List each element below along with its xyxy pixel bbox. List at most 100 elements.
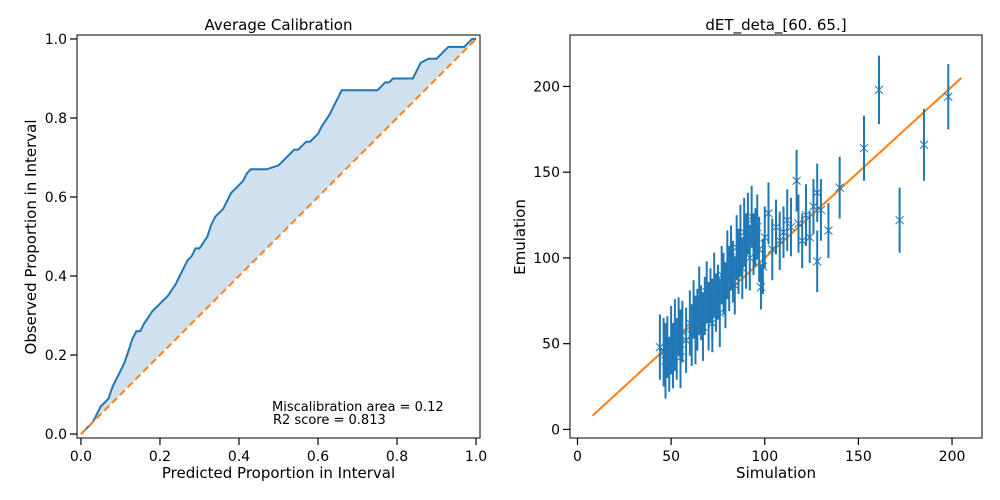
calibration-ylabel: Observed Proportion in Interval (22, 120, 40, 355)
calibration-title: Average Calibration (205, 16, 353, 34)
emulation-ylabel: Emulation (511, 199, 529, 275)
data-point (943, 92, 953, 102)
data-point (895, 215, 904, 225)
data-point (797, 236, 807, 246)
y-tick-label: 1.0 (45, 32, 67, 48)
data-point (786, 222, 796, 232)
x-tick-label: 0.2 (149, 449, 171, 465)
y-tick-label: 0.4 (45, 269, 67, 285)
point-marker-stroke (743, 219, 753, 228)
y-tick-label: 0.2 (45, 348, 67, 364)
calibration-curve (80, 38, 476, 435)
data-point (760, 233, 770, 242)
data-point (782, 215, 792, 225)
point-marker-stroke (707, 318, 717, 328)
data-point (809, 202, 818, 211)
point-marker-stroke (835, 183, 845, 192)
point-marker-stroke (767, 245, 777, 254)
point-marker-stroke (797, 236, 807, 246)
data-point (767, 245, 777, 254)
data-point (812, 257, 822, 266)
data-point (859, 143, 869, 153)
data-point (805, 233, 815, 242)
y-tick-label: 150 (533, 165, 560, 181)
data-point (794, 219, 803, 228)
r2-annotation: R2 score = 0.813 (273, 413, 386, 428)
data-point (754, 245, 764, 254)
x-tick-label: 0 (573, 449, 582, 465)
point-marker-stroke (805, 233, 815, 242)
data-point (730, 281, 740, 290)
point-marker-stroke (812, 188, 822, 198)
point-marker-stroke (895, 215, 904, 225)
data-point (824, 226, 833, 235)
y-tick-label: 0.6 (45, 190, 67, 206)
data-point (779, 227, 788, 237)
data-point (816, 205, 826, 215)
y-tick-label: 0.0 (45, 427, 67, 443)
point-marker-stroke (745, 253, 755, 263)
y-tick-label: 0.8 (45, 111, 67, 127)
point-marker-stroke (655, 342, 665, 352)
point-marker-stroke (919, 140, 929, 150)
calibration-frame (76, 34, 481, 439)
emulation-chart: dET_deta_[60. 65.] Simulation Emulation … (511, 16, 983, 482)
point-marker-stroke (715, 308, 725, 318)
x-tick-label: 50 (662, 449, 680, 465)
point-marker-stroke (801, 210, 811, 220)
emulation-xlabel: Simulation (736, 464, 816, 482)
calibration-xlabel: Predicted Proportion in Interval (162, 464, 395, 482)
data-point (771, 222, 781, 232)
miscalibration-annotation: Miscalibration area = 0.12 (272, 400, 444, 415)
point-marker-stroke (779, 227, 788, 237)
point-marker-stroke (760, 233, 770, 242)
y-tick-label: 50 (542, 337, 560, 353)
data-point (835, 183, 845, 192)
data-point (801, 210, 811, 220)
point-marker-stroke (786, 222, 796, 232)
point-marker-stroke (859, 143, 869, 153)
emulation-frame (569, 34, 983, 439)
data-point (707, 318, 717, 328)
data-point (678, 327, 687, 337)
y-tick-label: 200 (533, 79, 560, 95)
point-marker-stroke (794, 219, 803, 228)
point-marker-stroke (824, 226, 833, 235)
calibration-chart: Average Calibration Predicted Proportion… (22, 16, 487, 482)
point-marker-stroke (816, 205, 826, 215)
point-marker-stroke (812, 257, 822, 266)
data-point (812, 188, 822, 198)
data-point (715, 308, 725, 318)
data-point (745, 253, 755, 263)
x-tick-label: 200 (939, 449, 966, 465)
data-point (919, 140, 929, 150)
data-point (655, 342, 665, 352)
point-marker-stroke (874, 85, 884, 95)
data-point (792, 176, 801, 186)
data-point (775, 236, 785, 246)
point-marker-stroke (678, 327, 687, 337)
point-marker-stroke (775, 236, 785, 246)
x-tick-label: 0.0 (70, 449, 92, 465)
data-point (764, 208, 773, 218)
x-tick-label: 0.8 (386, 449, 408, 465)
x-tick-label: 1.0 (465, 449, 487, 465)
point-marker-stroke (754, 245, 764, 254)
point-marker-stroke (943, 92, 953, 102)
point-marker-stroke (764, 208, 773, 218)
emulation-title: dET_deta_[60. 65.] (705, 16, 846, 35)
y-tick-label: 0 (551, 422, 560, 438)
point-marker-stroke (792, 176, 801, 186)
x-tick-label: 100 (751, 449, 778, 465)
ideal-diagonal-line (80, 38, 477, 435)
x-tick-label: 0.6 (307, 449, 329, 465)
point-marker-stroke (782, 215, 792, 225)
point-marker-stroke (730, 281, 740, 290)
point-marker-stroke (809, 202, 818, 211)
x-tick-label: 150 (845, 449, 872, 465)
data-point (874, 85, 884, 95)
y-tick-label: 100 (533, 251, 560, 267)
x-tick-label: 0.4 (228, 449, 250, 465)
point-marker-stroke (771, 222, 781, 232)
